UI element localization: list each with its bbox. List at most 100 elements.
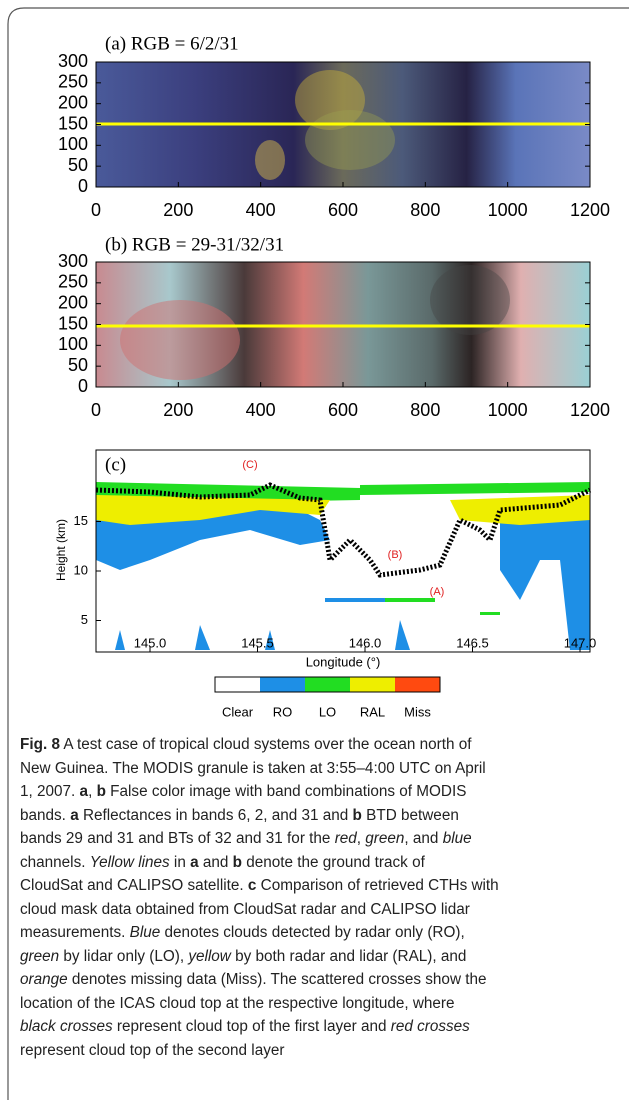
caption-text: b [232,853,242,871]
caption-text: denotes missing data (Miss). The scatter… [67,971,487,988]
caption-text: green [20,947,60,965]
panel-label: (a) RGB = 6/2/31 [105,33,239,54]
x-tick-label: 400 [246,200,276,220]
caption-text: black crosses [20,1018,113,1035]
caption-line: represent cloud top of the second layer [20,1039,620,1063]
caption-text: , and [404,830,443,847]
y-tick-label: 300 [58,51,88,71]
y-tick-label: 0 [78,176,88,196]
panel-label: (b) RGB = 29-31/32/31 [105,234,284,255]
x-tick-label: 600 [328,400,358,420]
cloud [120,300,240,380]
legend-swatch [395,677,440,692]
caption-text: a [79,783,89,800]
x-tick-label: 1200 [570,200,610,220]
caption-text: measurements. [20,924,130,941]
caption-line: measurements. Blue denotes clouds detect… [20,921,620,945]
caption-text: red crosses [390,1018,470,1035]
x-tick-label: 1200 [570,400,610,420]
caption-text: orange [20,971,68,988]
caption-text: by lidar only (LO), [59,947,189,965]
caption-text: represent cloud top of the first layer a… [112,1018,391,1035]
legend-label: Miss [404,704,431,719]
caption-text: New Guinea. The MODIS granule is taken a… [20,759,486,777]
x-tick-label: 800 [410,400,440,420]
caption-text: b [352,806,362,824]
x-tick-label: 146.5 [456,635,489,650]
x-tick-label: 200 [163,400,193,420]
caption-line: New Guinea. The MODIS granule is taken a… [20,757,620,781]
caption-text: False color image with band combinations… [105,783,467,800]
caption-text: denote the ground track of [241,853,425,871]
y-tick-label: 5 [81,612,88,627]
cloud [295,70,365,130]
x-tick-label: 1000 [488,400,528,420]
caption-line: green by lidar only (LO), yellow by both… [20,945,620,969]
caption-line: bands 29 and 31 and BTs of 32 and 31 for… [20,827,620,851]
caption-text: b [96,783,106,800]
x-axis-label: Longitude (°) [306,654,381,669]
legend-swatch [305,677,350,692]
colorbar-frame [214,676,441,693]
legend-swatch [350,677,395,692]
legend-swatch [215,677,260,692]
y-tick-label: 200 [58,292,88,312]
caption-text: A test case of tropical cloud systems ov… [59,736,472,753]
caption-line: CloudSat and CALIPSO satellite. c Compar… [20,874,620,898]
x-tick-label: 0 [91,400,101,420]
caption-text: bands 29 and 31 and BTs of 32 and 31 for… [20,830,335,847]
annotation: (C) [242,459,257,471]
y-tick-label: 150 [58,113,88,133]
y-tick-label: 50 [68,155,88,175]
x-tick-label: 0 [91,200,101,220]
y-tick-label: 250 [58,272,88,292]
y-tick-label: 200 [58,92,88,112]
caption-text: , [356,830,366,847]
caption-text: bands. [20,806,71,824]
caption-line: channels. Yellow lines in a and b denote… [20,851,620,875]
cloud [430,265,510,335]
caption-text: yellow [188,947,231,965]
caption-line: black crosses represent cloud top of the… [20,1015,620,1039]
caption-line: bands. a Reflectances in bands 6, 2, and… [20,804,620,828]
caption-text: Comparison of retrieved CTHs with [256,877,499,894]
plot-frame [95,449,591,653]
y-tick-label: 0 [78,376,88,396]
frame [7,7,629,1100]
legend-label: LO [319,704,336,719]
caption-text: Yellow lines [89,853,170,871]
x-tick-label: 145.0 [134,635,167,650]
caption-text: represent cloud top of the second layer [20,1041,285,1059]
caption-text: CloudSat and CALIPSO satellite. [20,877,248,894]
y-tick-label: 15 [74,513,88,528]
colorbar: Clear RO LO RAL Miss [214,676,441,719]
caption-line: cloud mask data obtained from CloudSat r… [20,898,620,922]
caption-text: location of the ICAS cloud top at the re… [20,994,455,1012]
caption-text: denotes clouds detected by radar only (R… [160,924,465,941]
legend-swatch [260,677,305,692]
caption-text: BTD between [361,806,459,824]
caption-text: blue [442,830,472,847]
x-tick-label: 600 [328,200,358,220]
caption-line: location of the ICAS cloud top at the re… [20,992,620,1016]
x-tick-label: 1000 [488,200,528,220]
x-tick-label: 147.0 [564,635,597,650]
caption-text: cloud mask data obtained from CloudSat r… [20,900,470,918]
caption-text: , [88,783,97,800]
caption-text: Reflectances in bands 6, 2, and 31 and [78,806,353,824]
caption-line: orange denotes missing data (Miss). The … [20,968,620,992]
caption-text: a [190,853,199,871]
x-tick-label: 400 [246,400,276,420]
x-tick-label: 800 [410,200,440,220]
legend-label: RO [273,704,293,719]
y-tick-label: 150 [58,313,88,333]
caption-line: 1, 2007. a, b False color image with ban… [20,780,620,804]
y-tick-label: 100 [58,334,88,354]
y-tick-label: 100 [58,134,88,154]
x-tick-label: 146.0 [349,635,382,650]
caption-text: by both radar and lidar (RAL), and [230,947,467,965]
y-tick-label: 250 [58,72,88,92]
annotation: (B) [388,549,403,561]
